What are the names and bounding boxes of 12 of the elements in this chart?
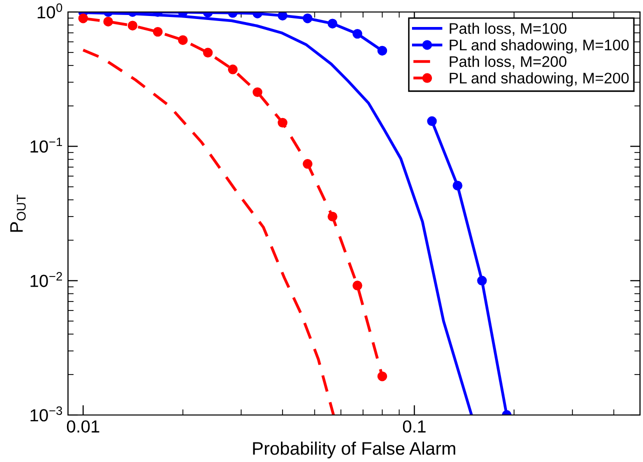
- x-axis-title: Probability of False Alarm: [253, 442, 456, 458]
- y-axis-title: P$_{OUT}$: [10, 194, 26, 232]
- legend-label: PL and shadowing, M=200: [450, 72, 629, 87]
- legend-label: Path loss, M=200: [450, 56, 566, 69]
- legend-label: PL and shadowing, M=100: [450, 39, 629, 54]
- y-tick-label: 10$^{0}$: [38, 3, 62, 18]
- x-tick-label: 0.1: [402, 420, 426, 433]
- legend-label: Path loss, M=100: [450, 22, 566, 36]
- y-tick-label: 10$^{−2}$: [30, 272, 62, 288]
- x-tick-label: 0.01: [66, 420, 100, 433]
- y-tick-label: 10$^{−1}$: [30, 138, 62, 153]
- y-tick-label: 10$^{−3}$: [30, 406, 62, 422]
